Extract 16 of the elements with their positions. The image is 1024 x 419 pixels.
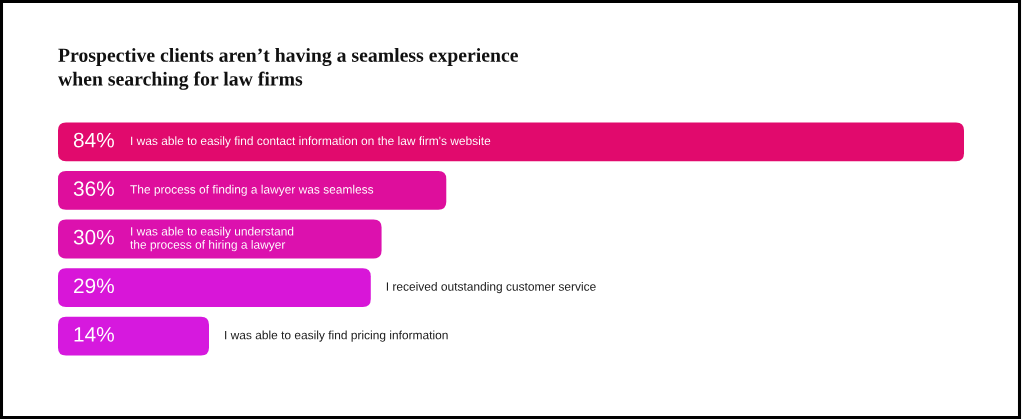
y-tick-label: I was able to easily find pricing information: [225, 330, 448, 342]
chart-title: Prospective clients aren’t having a seamless experience when searching for law firms: [58, 48, 518, 90]
y-tick-label: I was able to easily understand the process of hiring a lawyer: [130, 226, 294, 252]
data-label: 84%: [73, 132, 114, 148]
data-label: 14%: [74, 327, 114, 342]
y-tick-label: I was able to easily find contact information on the law firm's website: [131, 136, 491, 148]
bar: [58, 171, 447, 210]
bar: [58, 316, 209, 356]
y-tick-label: I received outstanding customer service: [386, 281, 596, 294]
bar: [58, 268, 371, 307]
data-label: 29%: [74, 278, 114, 294]
data-label: 30%: [73, 229, 114, 245]
bar: [58, 219, 382, 259]
y-tick-label: The process of finding a lawyer was seamless: [130, 184, 374, 197]
bar: [58, 122, 964, 162]
data-label: 36%: [73, 181, 114, 197]
